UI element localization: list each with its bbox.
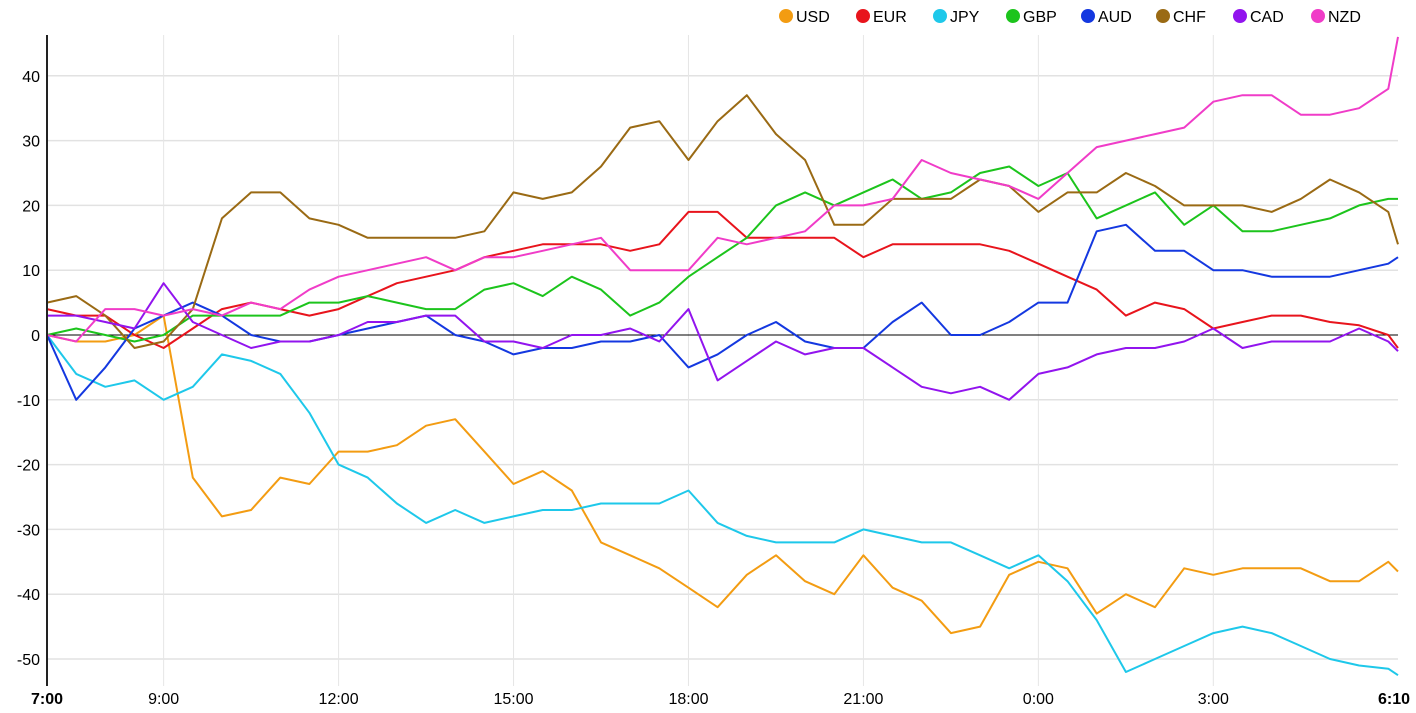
- y-tick-label: 30: [22, 134, 40, 151]
- legend-item-usd[interactable]: USD: [779, 9, 830, 26]
- legend-item-gbp[interactable]: GBP: [1006, 9, 1057, 26]
- x-tick-label: 7:00: [31, 691, 63, 708]
- legend-item-eur[interactable]: EUR: [856, 9, 907, 26]
- legend-marker: [1081, 9, 1095, 23]
- y-tick-label: 40: [22, 69, 40, 86]
- series-line-eur: [46, 210, 1399, 349]
- legend-item-nzd[interactable]: NZD: [1311, 9, 1361, 26]
- legend-label: AUD: [1098, 9, 1132, 26]
- legend-marker: [1156, 9, 1170, 23]
- y-tick-label: -10: [17, 393, 40, 410]
- x-tick-label: 6:10: [1378, 691, 1410, 708]
- legend-item-chf[interactable]: CHF: [1156, 9, 1206, 26]
- legend-marker: [1233, 9, 1247, 23]
- x-tick-label: 15:00: [494, 691, 534, 708]
- series-lines: [46, 36, 1399, 677]
- x-tick-label: 12:00: [319, 691, 359, 708]
- legend-item-jpy[interactable]: JPY: [933, 9, 980, 26]
- series-line-jpy: [46, 334, 1399, 677]
- series-line-nzd: [46, 36, 1399, 343]
- legend-marker: [933, 9, 947, 23]
- x-tick-label: 21:00: [843, 691, 883, 708]
- series-line-cad: [47, 282, 1399, 401]
- y-tick-label: -30: [17, 522, 40, 539]
- y-tick-label: -20: [17, 458, 40, 475]
- legend-item-aud[interactable]: AUD: [1081, 9, 1132, 26]
- series-line-gbp: [46, 165, 1398, 343]
- series-line-usd: [46, 314, 1399, 635]
- legend-label: CAD: [1250, 9, 1284, 26]
- legend: USD EUR JPY GBP AUD CHF CAD NZD: [779, 9, 1361, 26]
- series-line-chf: [46, 94, 1399, 349]
- x-tick-label: 18:00: [668, 691, 708, 708]
- y-tick-label: -50: [17, 652, 40, 669]
- legend-label: EUR: [873, 9, 907, 26]
- legend-marker: [856, 9, 870, 23]
- y-tick-label: 0: [31, 328, 40, 345]
- y-axis-ticks: 40 30 20 10 0 -10 -20 -30 -40 -50: [17, 69, 40, 669]
- legend-label: GBP: [1023, 9, 1057, 26]
- x-tick-label: 9:00: [148, 691, 179, 708]
- legend-label: NZD: [1328, 9, 1361, 26]
- legend-item-cad[interactable]: CAD: [1233, 9, 1284, 26]
- x-tick-label: 0:00: [1023, 691, 1054, 708]
- legend-marker: [1311, 9, 1325, 23]
- y-tick-label: 20: [22, 198, 40, 215]
- x-tick-label: 3:00: [1198, 691, 1229, 708]
- legend-label: JPY: [950, 9, 980, 26]
- x-axis-ticks: 7:00 9:00 12:00 15:00 18:00 21:00 0:00 3:00 6:10: [31, 691, 1410, 708]
- legend-marker: [779, 9, 793, 23]
- legend-label: USD: [796, 9, 830, 26]
- grid: [47, 35, 1398, 686]
- legend-marker: [1006, 9, 1020, 23]
- legend-label: CHF: [1173, 9, 1206, 26]
- series-line-aud: [46, 223, 1399, 401]
- y-tick-label: 10: [22, 263, 40, 280]
- y-tick-label: -40: [17, 587, 40, 604]
